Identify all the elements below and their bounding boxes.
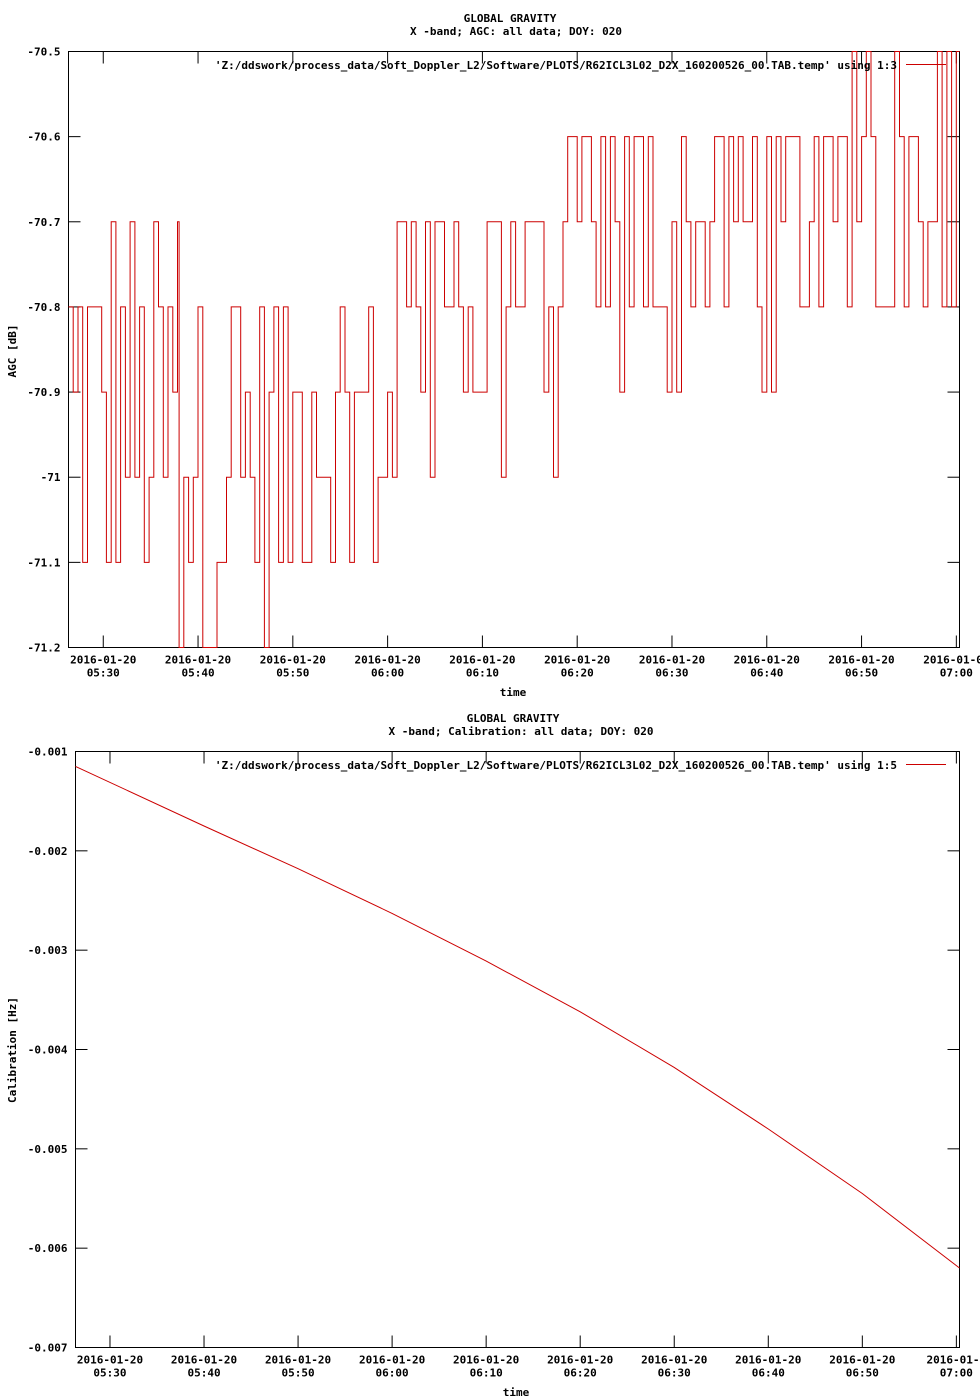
x-tick-time: 06:20 bbox=[564, 1367, 597, 1380]
x-tick-time: 06:00 bbox=[371, 667, 404, 680]
x-tick-date: 2016-01-20 bbox=[829, 1354, 895, 1367]
x-tick-date: 2016-01-20 bbox=[359, 1354, 425, 1367]
y-tick-label: -70.9 bbox=[27, 386, 60, 399]
x-tick-time: 06:50 bbox=[845, 667, 878, 680]
y-axis-label: Calibration [Hz] bbox=[6, 997, 19, 1103]
y-tick-label: -0.001 bbox=[28, 746, 68, 759]
y-tick-label: -0.002 bbox=[28, 845, 68, 858]
x-tick-date: 2016-01-20 bbox=[354, 654, 420, 667]
x-axis-label: time bbox=[500, 686, 527, 699]
x-tick-date: 2016-01-20 bbox=[265, 1354, 331, 1367]
x-tick-date: 2016-01-20 bbox=[449, 654, 515, 667]
y-ticks: -0.001 -0.002 -0.003 -0.004 -0.005 -0.006 -0.0… bbox=[28, 746, 960, 1355]
x-tick-date: 2016-01-20 bbox=[544, 654, 610, 667]
calibration-chart: GLOBAL GRAVITY X -band; Calibration: all… bbox=[6, 712, 980, 1399]
x-tick-date: 2016-01-20 bbox=[828, 654, 894, 667]
x-tick-time: 06:40 bbox=[752, 1367, 785, 1380]
legend-label: 'Z:/ddswork/process_data/Soft_Doppler_L2… bbox=[215, 759, 897, 772]
y-tick-label: -0.006 bbox=[28, 1242, 68, 1255]
y-tick-label: -70.6 bbox=[27, 131, 60, 144]
x-ticks: 2016-01-2005:302016-01-2005:402016-01-20… bbox=[70, 51, 980, 680]
series-line bbox=[68, 51, 960, 648]
series-line bbox=[75, 765, 960, 1269]
chart-subtitle: X -band; AGC: all data; DOY: 020 bbox=[410, 25, 622, 38]
x-tick-time: 06:40 bbox=[750, 667, 783, 680]
x-tick-time: 06:50 bbox=[846, 1367, 879, 1380]
x-tick-date: 2016-01-20 bbox=[453, 1354, 519, 1367]
x-tick-time: 06:20 bbox=[561, 667, 594, 680]
y-tick-label: -70.5 bbox=[27, 46, 60, 59]
x-tick-time: 07:00 bbox=[940, 1367, 973, 1380]
x-axis-label: time bbox=[503, 1386, 530, 1399]
y-tick-label: -0.007 bbox=[28, 1342, 68, 1355]
x-tick-time: 06:10 bbox=[466, 667, 499, 680]
series-group bbox=[68, 51, 960, 648]
x-tick-time: 06:30 bbox=[658, 1367, 691, 1380]
series-group bbox=[75, 765, 960, 1269]
agc-chart: GLOBAL GRAVITY X -band; AGC: all data; D… bbox=[6, 12, 980, 699]
y-tick-label: -70.7 bbox=[27, 216, 60, 229]
y-tick-label: -71 bbox=[41, 471, 61, 484]
legend-label: 'Z:/ddswork/process_data/Soft_Doppler_L2… bbox=[215, 59, 897, 72]
x-tick-time: 05:50 bbox=[282, 1367, 315, 1380]
x-tick-date: 2016-01-20 bbox=[77, 1354, 143, 1367]
x-tick-time: 06:30 bbox=[655, 667, 688, 680]
x-tick-date: 2016-01-20 bbox=[639, 654, 705, 667]
y-tick-label: -70.8 bbox=[27, 301, 60, 314]
x-tick-time: 05:40 bbox=[181, 667, 214, 680]
x-tick-date: 2016-01-20 bbox=[547, 1354, 613, 1367]
x-tick-time: 05:30 bbox=[93, 1367, 126, 1380]
y-tick-label: -71.2 bbox=[27, 642, 60, 655]
x-ticks: 2016-01-2005:302016-01-2005:402016-01-20… bbox=[77, 751, 980, 1380]
x-tick-date: 2016-01-1 bbox=[927, 1354, 980, 1367]
chart-title: GLOBAL GRAVITY bbox=[464, 12, 557, 25]
legend: 'Z:/ddswork/process_data/Soft_Doppler_L2… bbox=[215, 759, 946, 772]
y-ticks: -70.5 -70.6 -70.7 -70.8 -70.9 -71 -71.1 -71.2 bbox=[27, 46, 960, 655]
x-tick-time: 05:50 bbox=[276, 667, 309, 680]
x-tick-time: 06:10 bbox=[470, 1367, 503, 1380]
x-tick-time: 05:30 bbox=[87, 667, 120, 680]
y-tick-label: -0.003 bbox=[28, 944, 68, 957]
x-tick-date: 2016-01-01 bbox=[923, 654, 980, 667]
x-tick-date: 2016-01-20 bbox=[171, 1354, 237, 1367]
y-tick-label: -0.004 bbox=[28, 1044, 68, 1057]
x-tick-date: 2016-01-20 bbox=[70, 654, 136, 667]
legend: 'Z:/ddswork/process_data/Soft_Doppler_L2… bbox=[215, 59, 946, 72]
y-tick-label: -71.1 bbox=[27, 556, 60, 569]
x-tick-date: 2016-01-20 bbox=[165, 654, 231, 667]
y-axis-label: AGC [dB] bbox=[6, 325, 19, 378]
x-tick-date: 2016-01-20 bbox=[641, 1354, 707, 1367]
x-tick-date: 2016-01-20 bbox=[735, 1354, 801, 1367]
plot-frame bbox=[75, 751, 960, 1348]
chart-subtitle: X -band; Calibration: all data; DOY: 020 bbox=[389, 725, 654, 738]
x-tick-time: 06:00 bbox=[376, 1367, 409, 1380]
chart-title: GLOBAL GRAVITY bbox=[467, 712, 560, 725]
x-tick-date: 2016-01-20 bbox=[260, 654, 326, 667]
x-tick-date: 2016-01-20 bbox=[734, 654, 800, 667]
x-tick-time: 05:40 bbox=[187, 1367, 220, 1380]
plot-frame bbox=[68, 51, 960, 648]
x-tick-time: 07:00 bbox=[940, 667, 973, 680]
y-tick-label: -0.005 bbox=[28, 1143, 68, 1156]
